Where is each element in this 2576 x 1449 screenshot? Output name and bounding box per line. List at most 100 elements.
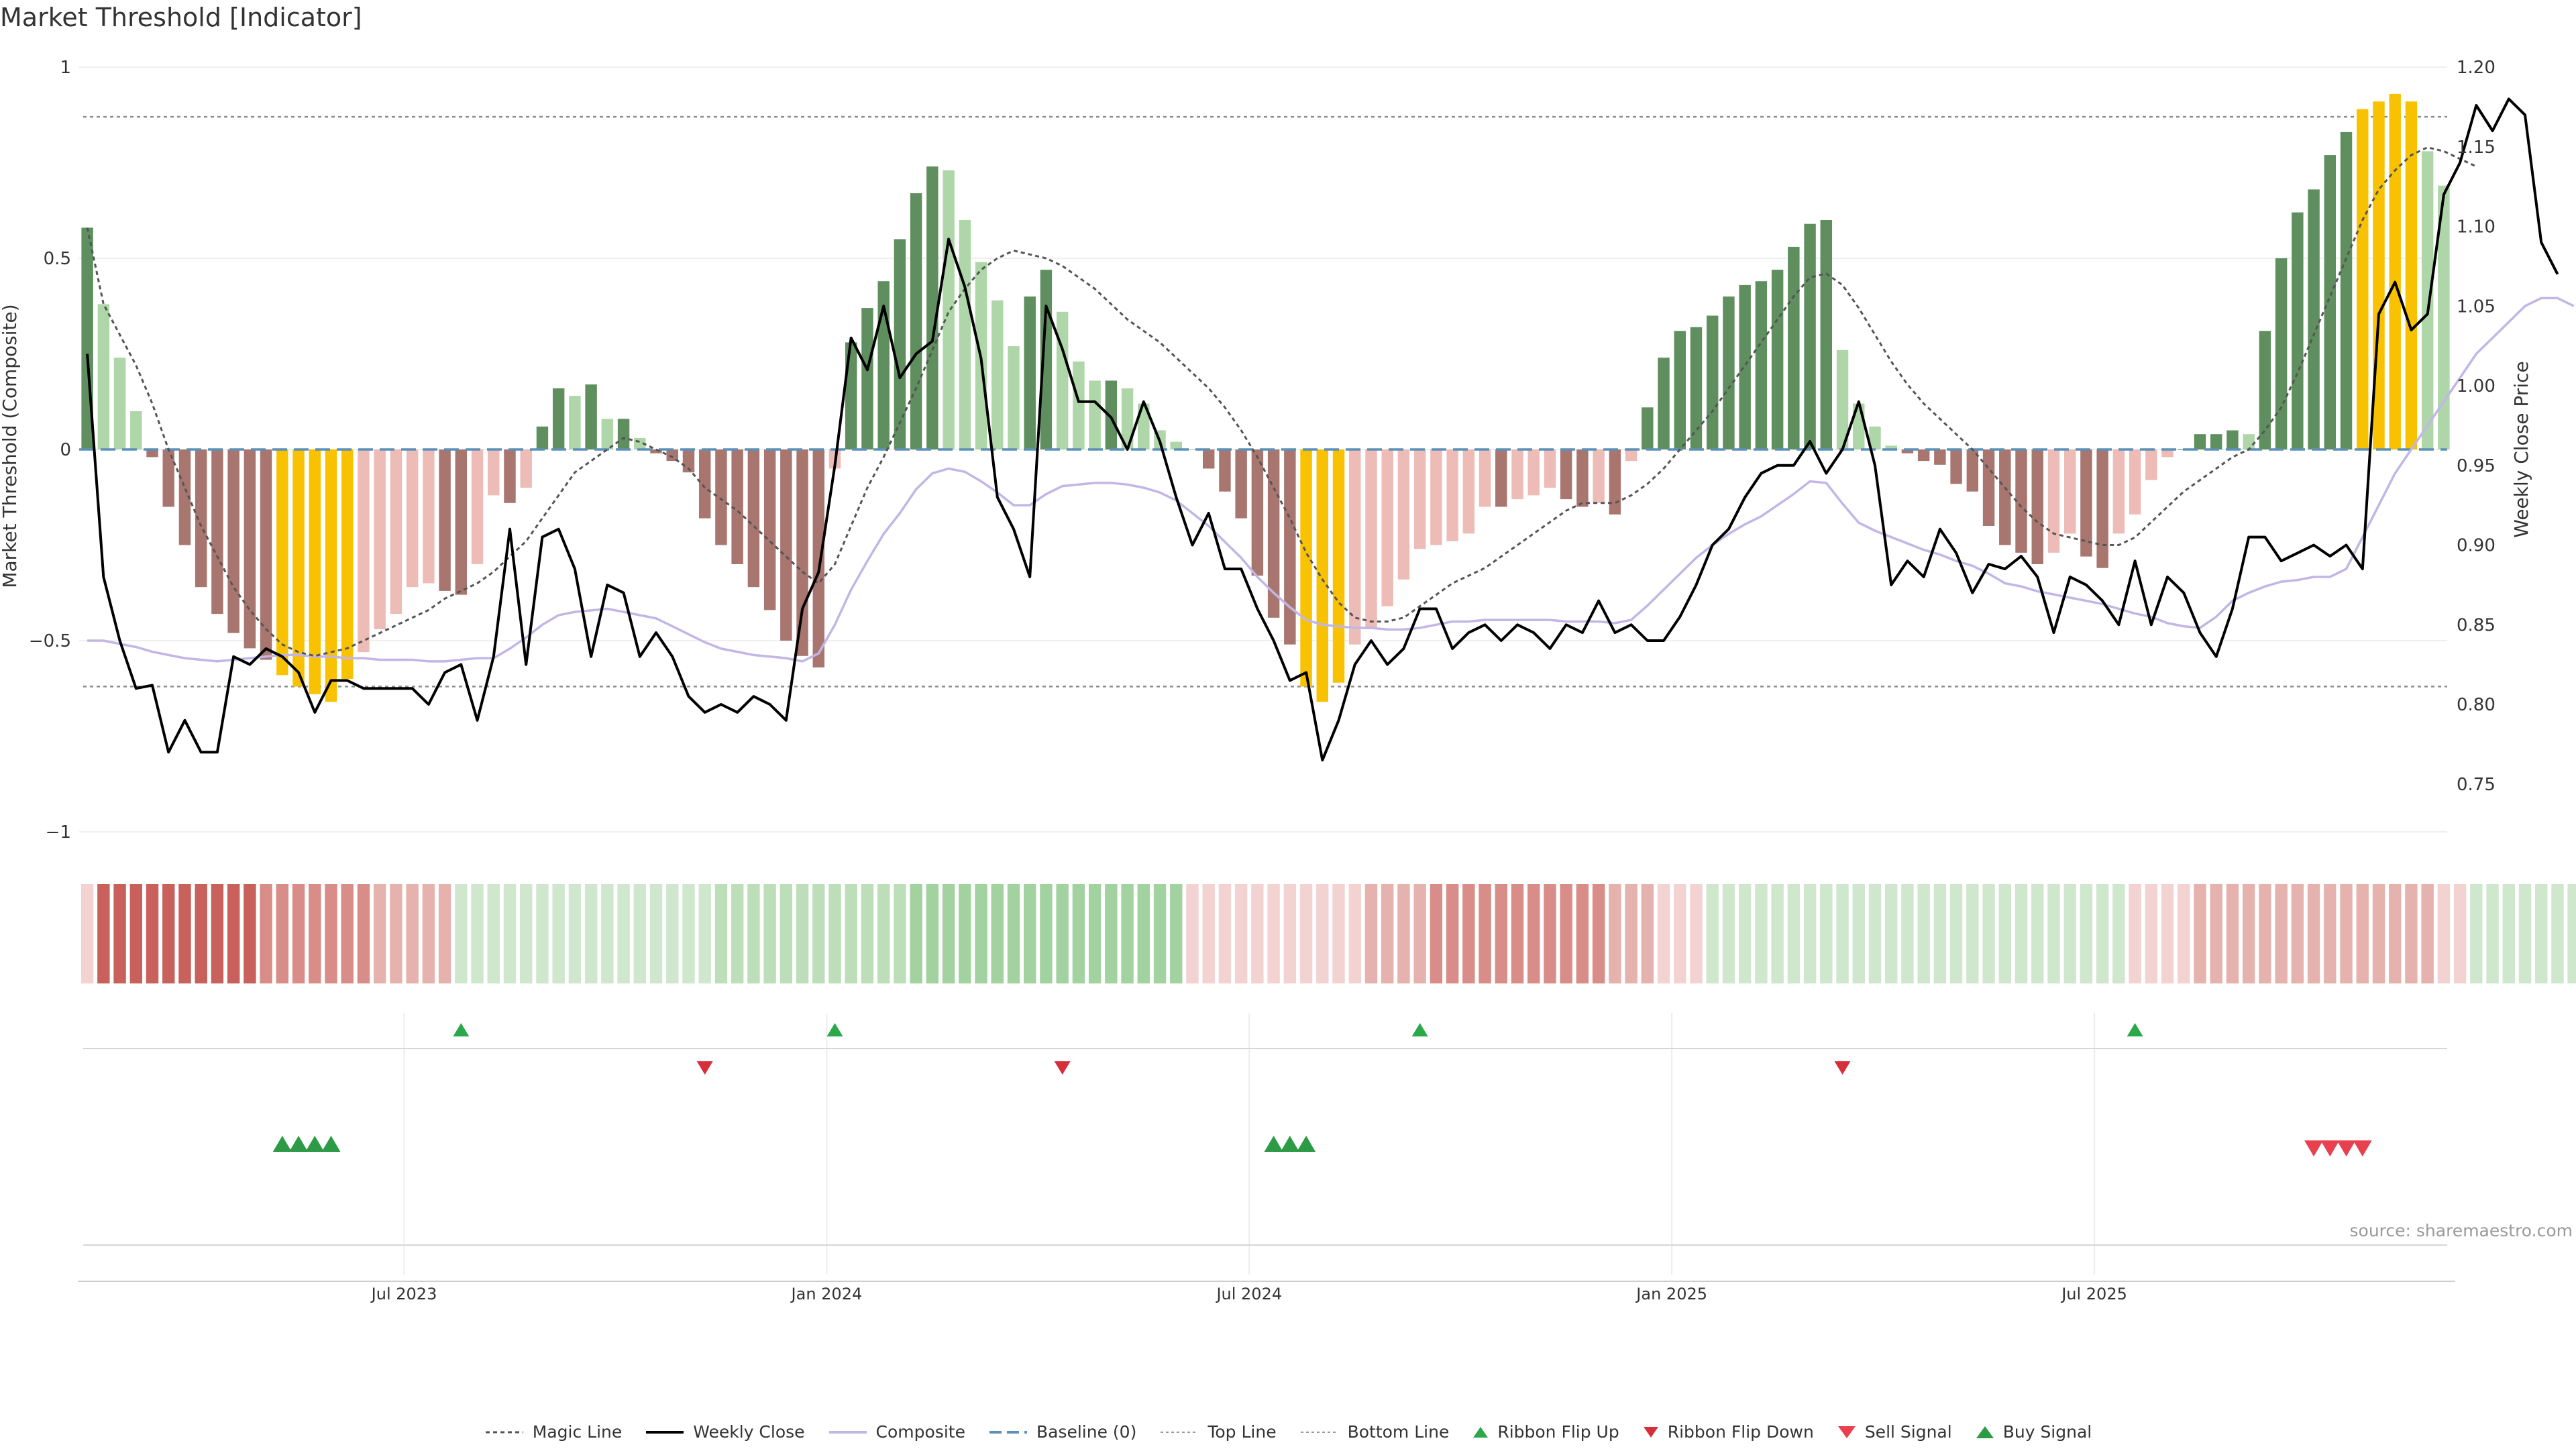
y2-tick-label: 1.10 <box>2457 217 2496 237</box>
ribbon-cell <box>1609 884 1621 983</box>
ribbon-cell <box>2031 884 2044 983</box>
y-axis-label: Market Threshold (Composite) <box>0 304 21 588</box>
ribbon-cell <box>129 884 142 983</box>
composite-bar <box>1495 449 1507 507</box>
ribbon-cell <box>1771 884 1784 983</box>
composite-bar <box>1089 380 1101 449</box>
composite-bar <box>130 411 142 449</box>
sell-signal-marker <box>2353 1140 2372 1157</box>
ribbon-cell <box>1592 884 1605 983</box>
composite-bar <box>1202 449 1215 469</box>
composite-bar <box>1121 388 1134 449</box>
ribbon-cell <box>1674 884 1686 983</box>
composite-bar <box>1593 449 1605 503</box>
ribbon-cell <box>1186 884 1199 983</box>
composite-bar <box>943 170 955 449</box>
ribbon-flip-up-marker <box>826 1023 843 1036</box>
legend-sell-signal: Sell Signal <box>1837 1422 1952 1442</box>
composite-bar <box>1008 346 1020 449</box>
ribbon-cell <box>341 884 354 983</box>
composite-bar <box>423 449 435 584</box>
composite-bar <box>178 449 191 545</box>
ribbon-cell <box>162 884 175 983</box>
x-tick-label: Jul 2023 <box>370 1285 437 1303</box>
ribbon-cell <box>2470 884 2483 983</box>
ribbon-cell <box>1527 884 1540 983</box>
ribbon-cell <box>2486 884 2499 983</box>
y2-axis-label: Weekly Close Price <box>2510 361 2532 537</box>
composite-bar <box>1446 449 1458 541</box>
ribbon-cell <box>1852 884 1865 983</box>
composite-bar <box>1706 315 1719 449</box>
ribbon-cell <box>1901 884 1914 983</box>
ribbon-cell <box>2178 884 2190 983</box>
ribbon-cell <box>1722 884 1735 983</box>
legend-magic-line: Magic Line <box>484 1422 622 1442</box>
ribbon-cell <box>1738 884 1752 983</box>
composite-bar <box>682 449 695 473</box>
ribbon-cell <box>503 884 517 983</box>
ribbon-cell <box>325 884 337 983</box>
ribbon-cell <box>796 884 809 983</box>
ribbon-cell <box>276 884 289 983</box>
ribbon-cell <box>455 884 468 983</box>
magic-line <box>86 146 2477 657</box>
x-tick-label: Jan 2025 <box>1635 1285 1707 1303</box>
ribbon-cell <box>1137 884 1150 983</box>
composite-bar <box>1284 449 1296 645</box>
composite-bar <box>1024 297 1036 449</box>
ribbon-cell <box>178 884 191 983</box>
composite-bar <box>1316 449 1329 702</box>
ribbon-cell <box>422 884 435 983</box>
ribbon-cell <box>1267 884 1280 983</box>
composite-bar <box>2243 434 2255 449</box>
ribbon-cell <box>487 884 500 983</box>
composite-bar <box>292 449 305 687</box>
ribbon-cell <box>568 884 582 983</box>
y2-tick-label: 0.85 <box>2457 615 2496 635</box>
ribbon-cell <box>2161 884 2174 983</box>
composite-bar <box>244 449 256 649</box>
composite-bar <box>1950 449 1962 484</box>
composite-bar <box>1560 449 1572 500</box>
composite-bar <box>325 449 337 702</box>
composite-bar <box>1869 426 1881 449</box>
composite-bar <box>780 449 792 641</box>
ribbon-cell <box>975 884 987 983</box>
ribbon-cell <box>2307 884 2320 983</box>
composite-bar <box>113 358 126 449</box>
composite-bar <box>1836 350 1849 449</box>
composite-bar <box>260 449 272 660</box>
ribbon-cell <box>2015 884 2028 983</box>
composite-bar <box>2015 449 2027 553</box>
composite-bar <box>569 396 581 449</box>
legend-weekly-close: Weekly Close <box>645 1422 805 1442</box>
ribbon-cell <box>438 884 451 983</box>
composite-bar <box>1511 449 1523 500</box>
composite-bar <box>731 449 743 564</box>
composite-bar <box>520 449 532 488</box>
x-tick-label: Jul 2025 <box>2060 1285 2127 1303</box>
ribbon-cell <box>617 884 630 983</box>
ribbon-cell <box>406 884 419 983</box>
ribbon-cell <box>2340 884 2353 983</box>
ribbon-cell <box>1299 884 1313 983</box>
ribbon-cell <box>1348 884 1361 983</box>
ribbon-cell <box>633 884 647 983</box>
ribbon-cell <box>959 884 971 983</box>
composite-bar <box>2194 434 2206 449</box>
ribbon-cell <box>649 884 663 983</box>
composite-bar <box>1723 297 1735 449</box>
ribbon-cell <box>1657 884 1670 983</box>
composite-bar <box>2275 258 2288 449</box>
ribbon-cell <box>682 884 695 983</box>
ribbon-cell <box>292 884 305 983</box>
composite-bar <box>861 308 873 449</box>
composite-bar <box>1804 223 1816 449</box>
buy-signal-marker <box>1280 1136 1299 1152</box>
composite-bar <box>309 449 321 694</box>
ribbon-cell <box>2551 884 2564 983</box>
ribbon-cell <box>520 884 533 983</box>
ribbon-cell <box>845 884 857 983</box>
composite-bar <box>1267 449 1280 618</box>
